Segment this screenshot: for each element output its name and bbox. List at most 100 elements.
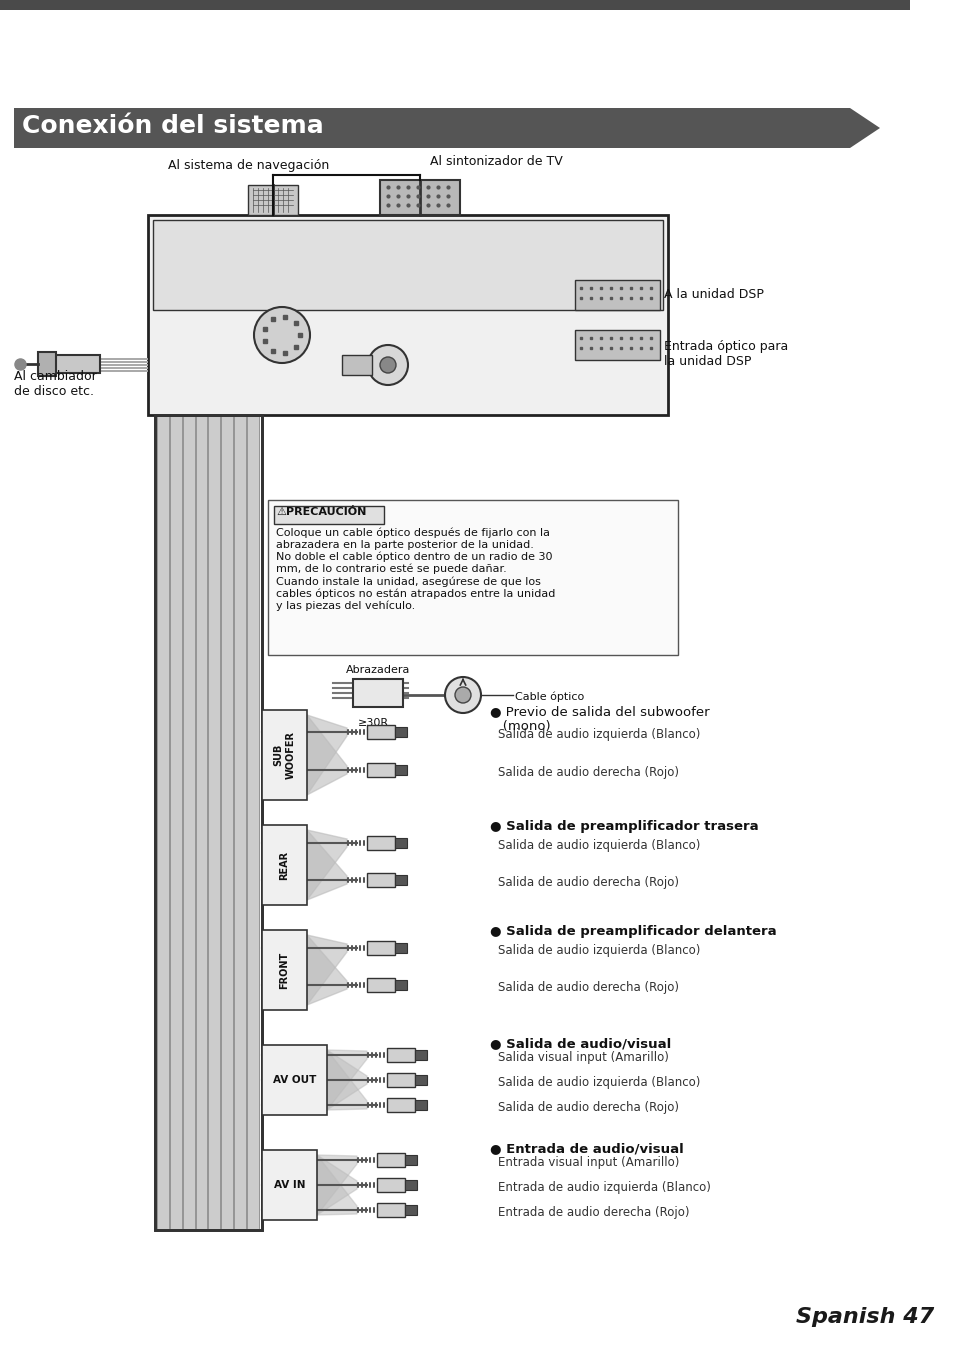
Bar — [91, 370, 148, 372]
Bar — [262, 710, 307, 800]
Bar — [195, 416, 208, 1228]
Bar — [274, 506, 384, 525]
Bar — [248, 185, 297, 215]
Bar — [183, 416, 194, 1228]
Circle shape — [253, 307, 310, 362]
Text: SUB
WOOFER: SUB WOOFER — [274, 731, 295, 779]
Text: ● Salida de audio/visual: ● Salida de audio/visual — [490, 1037, 671, 1051]
Text: Salida de audio izquierda (Blanco): Salida de audio izquierda (Blanco) — [497, 840, 700, 852]
Bar — [221, 416, 233, 1228]
Polygon shape — [316, 1155, 356, 1215]
Bar — [91, 361, 148, 362]
Bar — [367, 763, 395, 777]
Text: Al sistema de navegación: Al sistema de navegación — [168, 160, 329, 172]
Bar — [195, 415, 208, 1230]
Bar — [575, 330, 659, 360]
Polygon shape — [316, 1155, 356, 1215]
Bar — [405, 1205, 416, 1215]
Bar — [148, 215, 667, 415]
Polygon shape — [316, 1155, 356, 1215]
Bar — [262, 1151, 316, 1220]
Polygon shape — [327, 1051, 367, 1110]
Bar — [367, 873, 395, 887]
Bar — [395, 765, 407, 775]
Bar — [405, 1180, 416, 1190]
Bar — [170, 416, 182, 1228]
Polygon shape — [327, 1051, 367, 1110]
Circle shape — [444, 677, 480, 713]
Text: Cable óptico: Cable óptico — [515, 691, 583, 702]
Polygon shape — [307, 715, 347, 795]
Bar — [405, 1155, 416, 1165]
Bar — [262, 930, 307, 1010]
Bar — [341, 356, 372, 375]
Text: Entrada de audio izquierda (Blanco): Entrada de audio izquierda (Blanco) — [497, 1182, 710, 1194]
Bar — [367, 977, 395, 992]
Bar — [38, 352, 56, 376]
Bar — [376, 1153, 405, 1167]
Text: Entrada óptico para
la unidad DSP: Entrada óptico para la unidad DSP — [663, 339, 787, 368]
Bar — [209, 416, 220, 1228]
Text: Entrada de audio derecha (Rojo): Entrada de audio derecha (Rojo) — [497, 1206, 689, 1220]
Text: REAR: REAR — [279, 850, 289, 880]
Bar — [395, 727, 407, 737]
Text: ● Entrada de audio/visual: ● Entrada de audio/visual — [490, 1142, 683, 1155]
Text: Spanish 47: Spanish 47 — [795, 1307, 933, 1328]
Bar — [234, 416, 246, 1228]
Text: Al sintonizador de TV: Al sintonizador de TV — [430, 155, 562, 168]
Bar — [170, 415, 182, 1230]
Text: Entrada visual input (Amarillo): Entrada visual input (Amarillo) — [497, 1156, 679, 1169]
Polygon shape — [307, 936, 347, 1005]
Text: Al cambiador
de disco etc.: Al cambiador de disco etc. — [14, 370, 96, 397]
Polygon shape — [327, 1051, 367, 1110]
Bar — [262, 1045, 327, 1115]
Bar — [152, 220, 662, 310]
Circle shape — [368, 345, 408, 385]
Polygon shape — [307, 715, 347, 795]
Text: AV OUT: AV OUT — [273, 1075, 315, 1086]
Bar — [0, 0, 909, 9]
Bar — [387, 1073, 415, 1087]
Bar — [247, 415, 258, 1230]
Bar — [395, 875, 407, 886]
Bar — [91, 358, 148, 360]
Text: ⚠PRECAUCIÓN: ⚠PRECAUCIÓN — [275, 507, 366, 516]
Text: ≥30R: ≥30R — [357, 718, 389, 727]
Bar — [157, 415, 169, 1230]
Bar — [91, 366, 148, 369]
Text: Coloque un cable óptico después de fijarlo con la
abrazadera en la parte posteri: Coloque un cable óptico después de fijar… — [275, 529, 555, 611]
Text: ● Salida de preamplificador trasera: ● Salida de preamplificador trasera — [490, 821, 758, 833]
Text: FRONT: FRONT — [279, 952, 289, 988]
Text: ● Salida de preamplificador delantera: ● Salida de preamplificador delantera — [490, 925, 776, 938]
Bar — [415, 1051, 427, 1060]
Bar — [376, 1178, 405, 1192]
Text: AV IN: AV IN — [274, 1180, 305, 1190]
Bar — [55, 356, 100, 373]
Text: A la unidad DSP: A la unidad DSP — [663, 288, 763, 301]
Text: Salida de audio derecha (Rojo): Salida de audio derecha (Rojo) — [497, 767, 679, 779]
Bar — [379, 180, 459, 215]
Bar — [415, 1101, 427, 1110]
Bar — [247, 416, 258, 1228]
Bar — [575, 280, 659, 310]
Text: Conexión del sistema: Conexión del sistema — [22, 114, 323, 138]
Bar — [262, 825, 307, 904]
Circle shape — [455, 687, 471, 703]
Bar — [353, 679, 402, 707]
Bar — [367, 941, 395, 955]
Polygon shape — [307, 936, 347, 1005]
Circle shape — [379, 357, 395, 373]
Text: Salida de audio derecha (Rojo): Salida de audio derecha (Rojo) — [497, 982, 679, 994]
Bar — [154, 415, 262, 1230]
Text: Abrazadera: Abrazadera — [345, 665, 410, 675]
Bar — [154, 415, 262, 1230]
Bar — [268, 500, 678, 654]
Bar — [183, 415, 194, 1230]
Bar — [395, 980, 407, 990]
Bar — [209, 415, 220, 1230]
Text: Salida visual input (Amarillo): Salida visual input (Amarillo) — [497, 1051, 668, 1064]
Bar — [367, 725, 395, 740]
Bar — [387, 1098, 415, 1111]
Text: Salida de audio derecha (Rojo): Salida de audio derecha (Rojo) — [497, 876, 679, 890]
Bar — [157, 416, 169, 1228]
